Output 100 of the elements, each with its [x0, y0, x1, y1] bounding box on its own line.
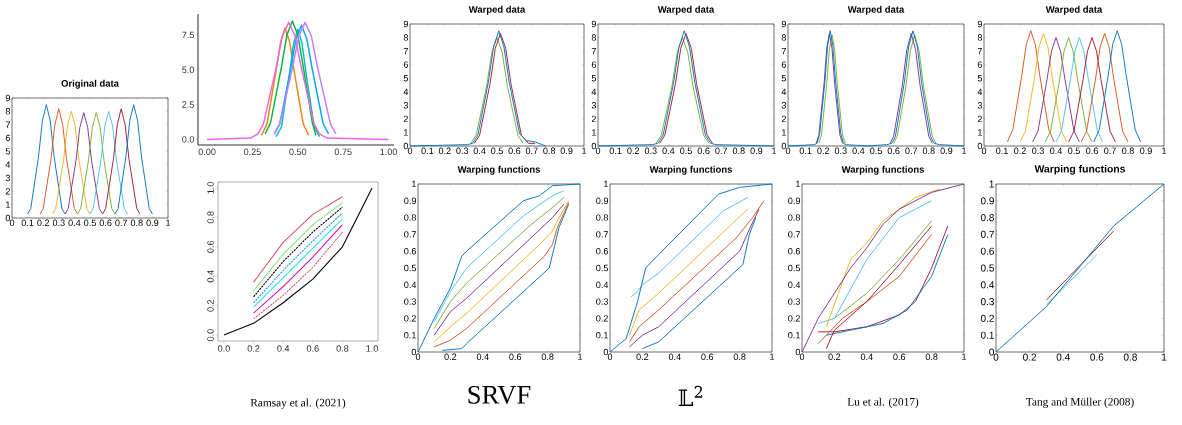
x-tick-label: 0.9	[560, 147, 573, 155]
x-tick-label: 1	[1162, 147, 1167, 154]
x-tick-label: 0.75	[334, 148, 352, 156]
x-tick-label: 0.3	[456, 147, 469, 155]
x-tick-label: 0.6	[887, 147, 900, 155]
x-tick-label: 1	[962, 147, 967, 154]
y-tick-label: 0.3	[788, 298, 801, 305]
y-tick-label: 0.5	[404, 264, 417, 272]
y-tick-label: 0.4	[207, 270, 214, 283]
line-series	[1006, 30, 1055, 143]
text: SRVF	[468, 385, 531, 404]
y-tick-label: 1	[782, 129, 786, 136]
chart-title: Original data	[61, 79, 119, 89]
y-tick-label: 0.6	[788, 247, 801, 255]
y-tick-label: 5	[5, 148, 11, 155]
y-tick-label: 7	[781, 47, 786, 55]
line-series	[1044, 37, 1093, 143]
y-tick-label: 0.2	[980, 314, 994, 322]
x-tick-label: 0.6	[99, 219, 112, 227]
chart-title: Warping functions	[457, 165, 540, 175]
y-tick-label: 8	[977, 34, 983, 41]
x-tick-label: 0.4	[277, 345, 290, 352]
line-series	[825, 188, 941, 328]
y-tick-label: 0.9	[980, 197, 994, 205]
y-tick-label: 1.0	[207, 181, 214, 194]
text: Ramsay et al. (2021)	[250, 398, 346, 409]
line-series	[628, 208, 749, 336]
y-tick-label: 2.5	[182, 101, 195, 108]
y-tick-label: 0.4	[788, 281, 801, 289]
x-tick-label: 0.4	[68, 219, 81, 227]
y-tick-label: 0.7	[404, 231, 416, 238]
y-tick-label: 0.2	[788, 315, 800, 322]
chart-title: Warped data	[847, 5, 905, 15]
x-tick-label: 0.9	[146, 219, 159, 227]
x-tick-label: 0.2	[37, 219, 50, 227]
y-tick-label: 7.5	[182, 31, 195, 39]
x-tick-label: 0.4	[662, 147, 675, 155]
x-tick-label: 0.2	[627, 147, 640, 155]
x-tick-label: 0.5	[491, 147, 503, 155]
x-tick-label: 0.4	[860, 353, 873, 361]
chart-title: Warping functions	[649, 165, 732, 175]
x-tick-label: 0.5	[1068, 147, 1080, 155]
y-tick-label: 0.8	[788, 214, 801, 221]
line-series	[223, 187, 373, 336]
y-tick-label: 2	[403, 115, 408, 123]
y-tick-label: 9	[977, 20, 982, 28]
x-tick-label: 0.8	[336, 345, 349, 352]
y-tick-label: 3	[591, 102, 597, 109]
chart-title: Warping functions	[1034, 164, 1126, 175]
y-tick-label: 0.5	[596, 264, 609, 272]
y-tick-label: 0.3	[980, 298, 994, 306]
y-tick-label: 5	[781, 75, 787, 82]
y-tick-label: 0.9	[404, 197, 416, 205]
y-tick-label: 0.6	[596, 247, 609, 255]
y-tick-label: 8	[591, 34, 597, 41]
x-tick-label: 0.2	[1023, 353, 1037, 361]
y-tick-label: 0.6	[207, 240, 214, 253]
x-tick-label: 0.6	[893, 353, 906, 361]
x-tick-label: 0.9	[1140, 147, 1152, 155]
x-tick-label: 0.8	[541, 353, 554, 361]
y-tick-label: 5.0	[182, 66, 195, 73]
line-series	[1093, 30, 1142, 143]
chart-title: Warped data	[468, 5, 526, 15]
line-series	[39, 108, 78, 215]
y-tick-label: 0	[5, 214, 11, 222]
y-tick-label: 1	[796, 180, 800, 188]
y-tick-label: 1	[604, 180, 608, 188]
y-tick-label: 6	[781, 61, 787, 68]
y-tick-label: 0.7	[980, 230, 994, 238]
y-tick-label: 0.1	[596, 331, 608, 339]
x-tick-label: 0.6	[701, 353, 714, 361]
line-series	[417, 183, 581, 353]
y-tick-label: 4	[781, 88, 787, 95]
line-series	[1032, 37, 1080, 143]
y-tick-label: 4	[403, 88, 409, 95]
y-tick-label: 0.9	[788, 197, 800, 205]
y-tick-label: 2	[977, 115, 982, 123]
x-tick-label: 0.3	[644, 147, 657, 155]
chart-title: Warped data	[1045, 5, 1103, 15]
x-tick-label: 0.6	[508, 147, 521, 155]
y-tick-label: 0.9	[596, 197, 608, 205]
y-tick-label: 0.3	[404, 298, 416, 305]
x-tick-label: 0.5	[680, 147, 692, 155]
y-tick-label: 9	[781, 20, 786, 28]
y-tick-label: 0.4	[980, 281, 995, 289]
y-tick-label: 7	[5, 121, 10, 128]
y-tick-label: 6	[403, 61, 408, 68]
text: 𝕃$^{2}$	[678, 385, 703, 407]
x-tick-label: 0.6	[1090, 353, 1104, 361]
x-tick-label: 0.7	[905, 147, 918, 155]
x-tick-label: 0.5	[870, 147, 882, 155]
x-tick-label: 0.6	[509, 353, 522, 361]
y-tick-label: 0.6	[980, 247, 994, 255]
line-series	[1019, 33, 1068, 143]
x-tick-label: 1	[578, 353, 583, 360]
y-tick-label: 5	[591, 75, 597, 82]
line-series	[609, 183, 773, 353]
y-tick-label: 4	[5, 161, 11, 168]
x-tick-label: 0.6	[1086, 147, 1098, 155]
x-tick-label: 0.2	[438, 147, 451, 155]
